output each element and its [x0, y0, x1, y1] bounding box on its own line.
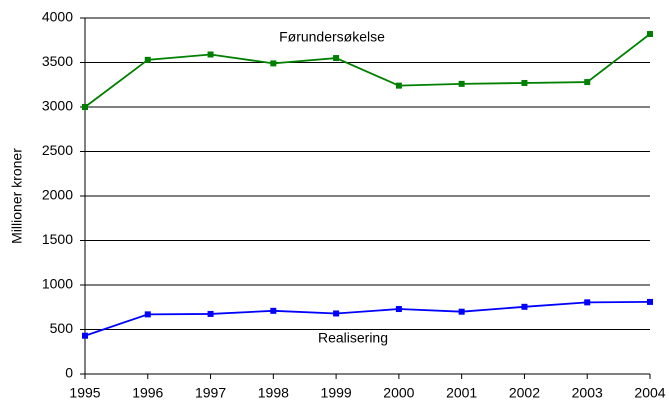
- point-marker: [144, 311, 151, 318]
- x-tick-label: 1996: [132, 385, 163, 401]
- point-marker: [647, 31, 653, 38]
- point-marker: [584, 79, 591, 86]
- x-tick-label: 2002: [509, 385, 540, 401]
- y-tick-label: 1000: [42, 276, 73, 292]
- y-tick-label: 3500: [42, 53, 73, 69]
- series-label: Realisering: [318, 330, 388, 346]
- x-tick-label: 2001: [446, 385, 477, 401]
- point-marker: [647, 298, 653, 305]
- x-tick-label: 1998: [258, 385, 289, 401]
- x-tick-label: 2003: [572, 385, 603, 401]
- x-tick-label: 1999: [321, 385, 352, 401]
- y-tick-label: 2500: [42, 142, 73, 158]
- y-tick-label: 0: [65, 365, 73, 381]
- series-line: [84, 301, 651, 337]
- point-marker: [144, 56, 151, 63]
- point-marker: [82, 104, 88, 110]
- point-marker: [207, 51, 214, 58]
- series-label: Førundersøkelse: [279, 29, 385, 45]
- y-tick-label: 3000: [42, 98, 73, 114]
- y-axis-label: Millioner kroner: [9, 148, 25, 244]
- point-marker: [270, 60, 277, 67]
- point-marker: [458, 80, 465, 87]
- y-tick-label: 2000: [42, 187, 73, 203]
- x-tick-label: 2004: [634, 385, 665, 401]
- point-marker: [521, 303, 528, 310]
- x-tick-label: 2000: [383, 385, 414, 401]
- y-tick-label: 1500: [42, 231, 73, 247]
- point-marker: [395, 82, 402, 89]
- point-marker: [270, 307, 277, 314]
- point-marker: [333, 55, 340, 62]
- y-tick-label: 500: [50, 320, 74, 336]
- point-marker: [458, 308, 465, 315]
- point-marker: [584, 299, 591, 306]
- point-marker: [333, 310, 340, 317]
- x-tick-label: 1997: [195, 385, 226, 401]
- point-marker: [207, 310, 214, 317]
- x-tick-label: 1995: [69, 385, 100, 401]
- series-line: [84, 33, 651, 108]
- point-marker: [521, 79, 528, 86]
- point-marker: [395, 306, 402, 313]
- point-marker: [82, 332, 88, 339]
- y-tick-label: 4000: [42, 9, 73, 25]
